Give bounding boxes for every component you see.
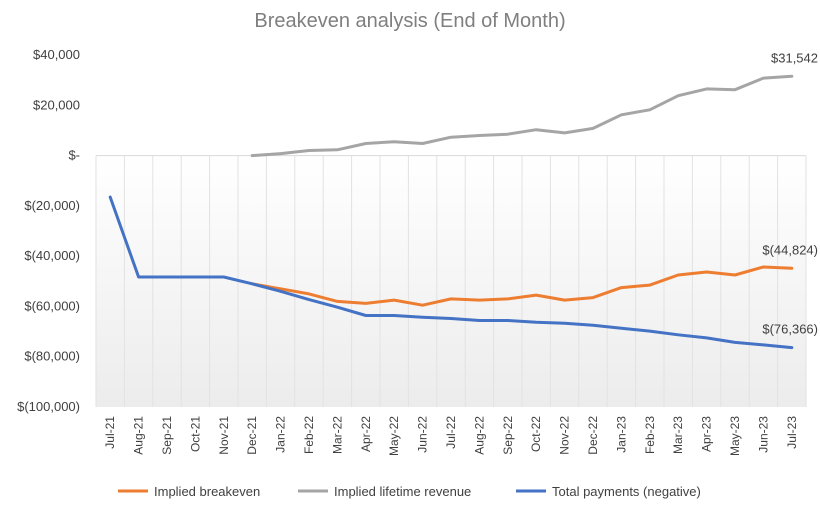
data-annotations: $31,542 $(44,824) $(76,366)	[762, 50, 818, 336]
chart-title: Breakeven analysis (End of Month)	[254, 10, 565, 32]
x-tick-label: Jun-22	[416, 416, 430, 453]
y-tick-label: $(40,000)	[24, 248, 80, 263]
legend-label: Implied lifetime revenue	[334, 484, 471, 499]
y-tick-label: $20,000	[33, 97, 80, 112]
x-tick-label: Nov-22	[558, 416, 572, 455]
legend-label: Implied breakeven	[154, 484, 260, 499]
series-line	[250, 265, 794, 307]
x-tick-label: Jan-22	[274, 416, 288, 453]
series-line	[108, 195, 794, 350]
x-tick-label: Mar-22	[330, 416, 344, 454]
x-tick-label: Oct-22	[529, 416, 543, 452]
x-tick-label: Jul-21	[103, 416, 117, 449]
x-tick-label: Dec-22	[586, 416, 600, 455]
x-axis-tick-labels: Jul-21 Aug-21 Sep-21 Oct-21 Nov-21 Dec-21 Jan-…	[103, 416, 799, 456]
x-tick-label: Oct-21	[188, 416, 202, 452]
x-tick-label: Aug-21	[132, 416, 146, 455]
vertical-gridlines	[95, 155, 807, 407]
y-tick-label: $40,000	[33, 47, 80, 62]
legend: Implied breakeven Implied lifetime revenu…	[118, 484, 701, 499]
y-tick-label: $-	[68, 148, 80, 163]
data-label: $(76,366)	[762, 322, 818, 337]
y-tick-label: $(80,000)	[24, 349, 80, 364]
x-tick-label: Feb-23	[643, 416, 657, 454]
x-tick-label: Jun-23	[756, 416, 770, 453]
y-tick-label: $(60,000)	[24, 298, 80, 313]
x-tick-label: Dec-21	[245, 416, 259, 455]
legend-label: Total payments (negative)	[552, 484, 701, 499]
y-tick-label: $(100,000)	[17, 399, 80, 414]
x-tick-label: Jul-23	[785, 416, 799, 449]
data-label: $(44,824)	[762, 242, 818, 257]
x-tick-label: Nov-21	[217, 416, 231, 455]
x-tick-label: Jan-23	[614, 416, 628, 453]
series-line	[250, 74, 794, 158]
x-tick-label: May-23	[728, 416, 742, 456]
series-lines	[108, 74, 794, 350]
x-tick-label: Apr-23	[700, 416, 714, 452]
x-tick-label: Jul-22	[444, 416, 458, 449]
x-tick-label: May-22	[387, 416, 401, 456]
x-tick-label: Sep-21	[160, 416, 174, 455]
x-tick-label: Aug-22	[472, 416, 486, 455]
x-tick-label: Sep-22	[501, 416, 515, 455]
x-tick-label: Apr-22	[359, 416, 373, 452]
x-tick-label: Mar-23	[671, 416, 685, 454]
y-tick-label: $(20,000)	[24, 198, 80, 213]
y-axis-tick-labels: $40,000 $20,000 $- $(20,000) $(40,000) $(60,0…	[17, 47, 80, 414]
plot-area-background	[96, 155, 806, 407]
x-tick-label: Feb-22	[302, 416, 316, 454]
data-label: $31,542	[771, 50, 818, 65]
